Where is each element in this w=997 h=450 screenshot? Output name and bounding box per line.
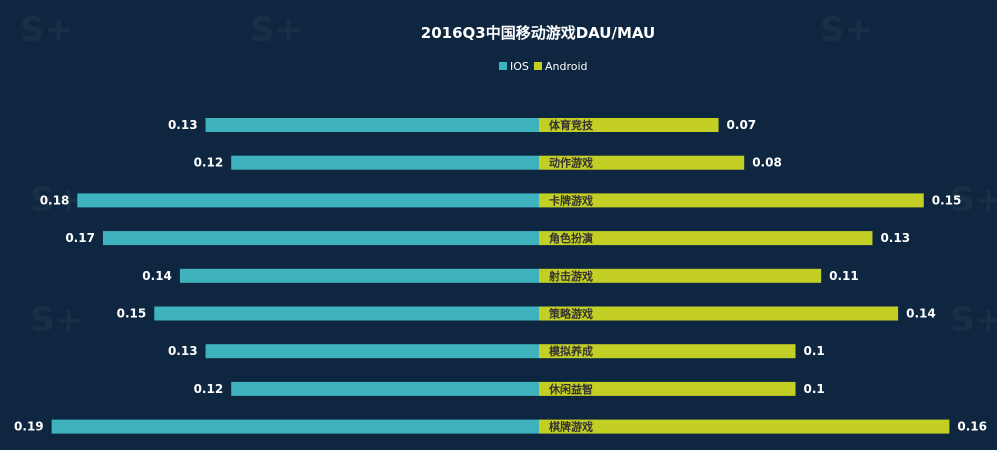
legend-label-ios: IOS — [510, 60, 529, 73]
category-label: 射击游戏 — [548, 269, 593, 283]
android-bar — [539, 231, 873, 246]
chart-title: 2016Q3中国移动游戏DAU/MAU — [421, 24, 655, 42]
legend-swatch-android — [534, 62, 542, 70]
category-label: 模拟养成 — [549, 344, 593, 358]
android-bar — [539, 419, 950, 434]
category-label: 角色扮演 — [549, 231, 593, 245]
android-bar — [539, 306, 899, 321]
ios-value-label: 0.13 — [168, 118, 198, 132]
ios-value-label: 0.14 — [142, 269, 172, 283]
ios-value-label: 0.18 — [40, 193, 70, 207]
legend-label-android: Android — [545, 60, 588, 73]
android-value-label: 0.16 — [957, 420, 987, 434]
android-value-label: 0.1 — [804, 382, 825, 396]
ios-bar — [77, 193, 540, 208]
bar-group: 0.13 0.07 体育竞技 0.12 0.08 动作游戏 0.18 0.15 卡牌游戏 0.17… — [14, 118, 987, 434]
android-bar — [539, 155, 745, 170]
category-label: 休闲益智 — [548, 382, 593, 396]
ios-bar — [231, 155, 539, 170]
category-label: 动作游戏 — [549, 156, 593, 170]
ios-value-label: 0.17 — [65, 231, 95, 245]
android-value-label: 0.11 — [829, 269, 859, 283]
android-value-label: 0.08 — [752, 156, 782, 170]
android-bar — [539, 344, 796, 359]
legend-swatch-ios — [499, 62, 507, 70]
android-bar — [539, 268, 822, 283]
ios-bar — [205, 344, 540, 359]
ios-value-label: 0.15 — [117, 307, 147, 321]
android-value-label: 0.14 — [906, 307, 936, 321]
android-bar — [539, 381, 796, 396]
legend: IOS Android — [499, 60, 588, 73]
android-bar — [539, 118, 719, 132]
ios-value-label: 0.12 — [194, 382, 224, 396]
ios-value-label: 0.19 — [14, 420, 44, 434]
android-value-label: 0.1 — [804, 344, 825, 358]
ios-bar — [102, 231, 539, 246]
ios-bar — [154, 306, 539, 321]
ios-bar — [51, 419, 540, 434]
ios-bar — [179, 268, 539, 283]
category-label: 策略游戏 — [548, 307, 593, 321]
category-label: 棋牌游戏 — [548, 420, 593, 434]
ios-bar — [231, 381, 539, 396]
category-label: 体育竞技 — [549, 118, 594, 132]
android-value-label: 0.13 — [880, 231, 910, 245]
android-bar — [539, 193, 924, 208]
ios-bar — [205, 118, 540, 132]
android-value-label: 0.07 — [727, 118, 757, 132]
ios-value-label: 0.13 — [168, 344, 198, 358]
ios-value-label: 0.12 — [194, 156, 224, 170]
category-label: 卡牌游戏 — [549, 193, 593, 207]
android-value-label: 0.15 — [932, 193, 962, 207]
